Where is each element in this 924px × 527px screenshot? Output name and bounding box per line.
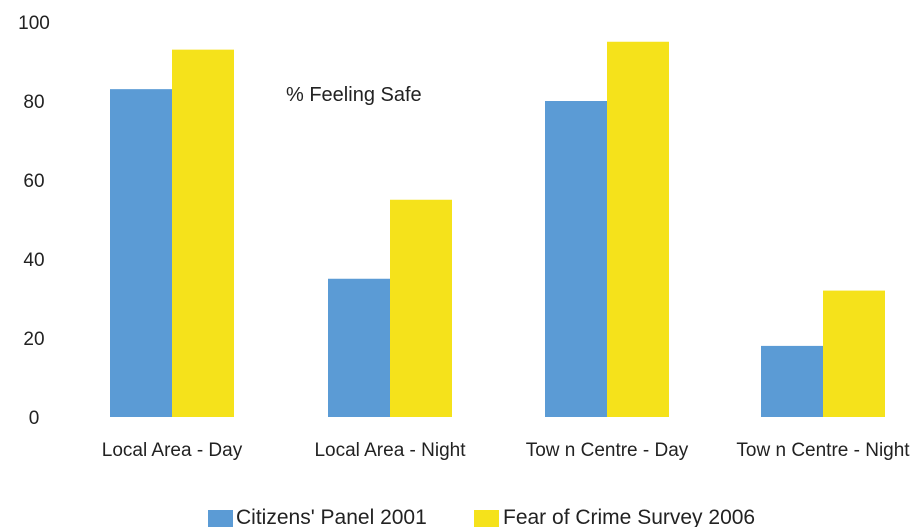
y-tick-label: 20	[23, 329, 44, 350]
x-category-label: Local Area - Day	[102, 440, 243, 461]
chart-title: % Feeling Safe	[286, 84, 422, 106]
bar-fear-of-crime-3	[823, 290, 885, 417]
legend-label: Fear of Crime Survey 2006	[503, 506, 755, 527]
bars	[110, 41, 885, 418]
x-category-label: Local Area - Night	[314, 440, 466, 461]
legend: Citizens' Panel 2001 Fear of Crime Survey…	[208, 506, 755, 527]
x-category-label: Tow n Centre - Day	[526, 440, 689, 461]
bar-fear-of-crime-2	[607, 41, 669, 417]
legend-swatch	[474, 510, 499, 527]
bar-citizens-panel-3	[761, 345, 823, 417]
y-tick-label: 60	[23, 171, 44, 192]
y-tick-label: 40	[23, 250, 44, 271]
x-axis-categories: Local Area - Day Local Area - Night Tow n …	[102, 440, 911, 461]
legend-label: Citizens' Panel 2001	[236, 506, 427, 527]
legend-swatch	[208, 510, 233, 527]
y-axis-ticks: 0 20 40 60 80 100	[18, 13, 50, 429]
y-tick-label: 80	[23, 92, 44, 113]
bar-citizens-panel-0	[110, 89, 172, 418]
bar-citizens-panel-1	[328, 278, 390, 417]
x-category-label: Tow n Centre - Night	[736, 440, 910, 461]
y-tick-label: 0	[29, 408, 40, 429]
bar-fear-of-crime-1	[390, 199, 452, 417]
y-tick-label: 100	[18, 13, 50, 34]
bar-fear-of-crime-0	[172, 49, 234, 418]
bar-citizens-panel-2	[545, 101, 607, 417]
